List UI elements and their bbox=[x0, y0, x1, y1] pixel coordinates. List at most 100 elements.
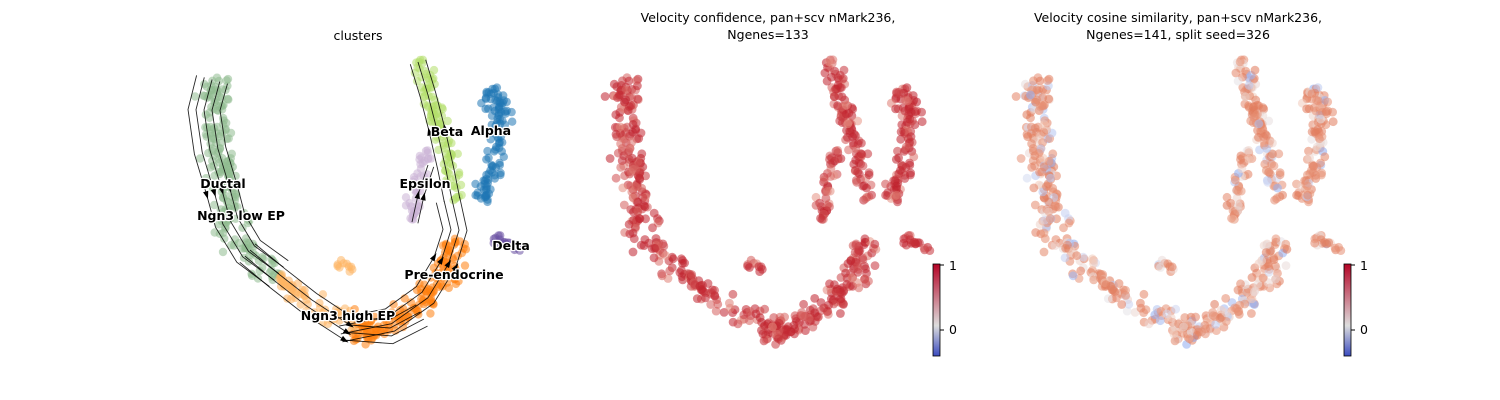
cell-point bbox=[415, 155, 423, 163]
cosine-point bbox=[1145, 320, 1154, 329]
cosine-point bbox=[1316, 115, 1325, 124]
cosine-point bbox=[1098, 270, 1107, 279]
confidence-point bbox=[824, 301, 833, 310]
cosine-point bbox=[1140, 290, 1149, 299]
confidence-point bbox=[780, 313, 789, 322]
cosine-point bbox=[1036, 220, 1045, 229]
confidence-point bbox=[853, 168, 862, 177]
cosine-point bbox=[1262, 248, 1271, 257]
cell-point bbox=[222, 76, 230, 84]
confidence-point bbox=[825, 155, 834, 164]
confidence-point bbox=[695, 282, 704, 291]
cosine-point bbox=[1241, 92, 1250, 101]
cosine-point bbox=[1046, 214, 1055, 223]
confidence-point bbox=[629, 248, 638, 257]
cell-point bbox=[424, 155, 432, 163]
cosine-point bbox=[1310, 235, 1319, 244]
confidence-point bbox=[612, 174, 621, 183]
confidence-point bbox=[821, 69, 830, 78]
confidence-point bbox=[870, 240, 879, 249]
cell-point bbox=[483, 191, 491, 199]
confidence-point bbox=[633, 95, 642, 104]
panel-cosine-title: Velocity cosine similarity, pan+scv nMar… bbox=[1034, 10, 1322, 25]
cosine-point bbox=[1026, 91, 1035, 100]
cosine-point bbox=[1223, 201, 1232, 210]
confidence-point bbox=[897, 127, 906, 136]
cosine-point bbox=[1263, 178, 1272, 187]
cosine-point bbox=[1235, 301, 1244, 310]
confidence-point bbox=[729, 290, 738, 299]
cluster-label-ductal: Ductal bbox=[200, 176, 245, 191]
confidence-point bbox=[894, 153, 903, 162]
confidence-point bbox=[799, 300, 808, 309]
cell-point bbox=[402, 201, 410, 209]
cosine-point bbox=[1121, 286, 1130, 295]
cosine-point bbox=[1282, 261, 1291, 270]
confidence-point bbox=[625, 77, 634, 86]
cosine-point bbox=[1251, 66, 1260, 75]
confidence-point bbox=[827, 164, 836, 173]
cosine-point bbox=[1059, 223, 1068, 232]
confidence-point bbox=[863, 149, 872, 158]
confidence-point bbox=[631, 182, 640, 191]
cosine-point bbox=[1273, 184, 1282, 193]
cosine-point bbox=[1061, 253, 1070, 262]
cell-point bbox=[455, 171, 463, 179]
cosine-point bbox=[1022, 110, 1031, 119]
cosine-point bbox=[1040, 120, 1049, 129]
cosine-point bbox=[1027, 163, 1036, 172]
cosine-point bbox=[1227, 214, 1236, 223]
confidence-point bbox=[658, 271, 667, 280]
confidence-point bbox=[618, 184, 627, 193]
colorbar-confidence: 1 0 bbox=[933, 258, 957, 356]
confidence-point bbox=[834, 155, 843, 164]
cell-point bbox=[286, 282, 294, 290]
cosine-point bbox=[1036, 77, 1045, 86]
cluster-points bbox=[191, 56, 524, 349]
cosine-point bbox=[1027, 123, 1036, 132]
confidence-point bbox=[823, 201, 832, 210]
cosine-point bbox=[1234, 201, 1243, 210]
cosine-point bbox=[1039, 128, 1048, 137]
confidence-point bbox=[881, 191, 890, 200]
cosine-point bbox=[1245, 155, 1254, 164]
confidence-point bbox=[830, 92, 839, 101]
confidence-point bbox=[612, 132, 621, 141]
confidence-point bbox=[853, 117, 862, 126]
cosine-point bbox=[1305, 153, 1314, 162]
velocity-arrowhead bbox=[203, 191, 208, 200]
confidence-point bbox=[615, 91, 624, 100]
cosine-point bbox=[1308, 127, 1317, 136]
confidence-point bbox=[825, 279, 834, 288]
cosine-point bbox=[1245, 81, 1254, 90]
cell-point bbox=[224, 95, 232, 103]
confidence-point bbox=[812, 201, 821, 210]
confidence-point bbox=[726, 304, 735, 313]
confidence-point bbox=[820, 176, 829, 185]
cosine-point bbox=[1276, 170, 1285, 179]
colorbar-confidence-scale bbox=[933, 264, 940, 356]
confidence-point bbox=[834, 81, 843, 90]
confidence-point bbox=[825, 58, 834, 67]
cosine-point bbox=[1315, 134, 1324, 143]
cosine-point bbox=[1170, 330, 1179, 339]
cosine-point bbox=[1104, 294, 1113, 303]
cosine-point bbox=[1029, 184, 1038, 193]
cell-point bbox=[492, 163, 500, 171]
cosine-point bbox=[1017, 154, 1026, 163]
cosine-point bbox=[1331, 244, 1340, 253]
confidence-point bbox=[839, 288, 848, 297]
confidence-point bbox=[833, 146, 842, 155]
confidence-point bbox=[629, 120, 638, 129]
confidence-point bbox=[852, 178, 861, 187]
confidence-point bbox=[905, 115, 914, 124]
cell-point bbox=[426, 309, 434, 317]
panel-confidence-subtitle: Ngenes=133 bbox=[727, 27, 808, 42]
cosine-point bbox=[1232, 69, 1241, 78]
confidence-point bbox=[627, 101, 636, 110]
confidence-point bbox=[823, 77, 832, 86]
cosine-point bbox=[1253, 110, 1262, 119]
confidence-point bbox=[611, 110, 620, 119]
cosine-point bbox=[1272, 234, 1281, 243]
